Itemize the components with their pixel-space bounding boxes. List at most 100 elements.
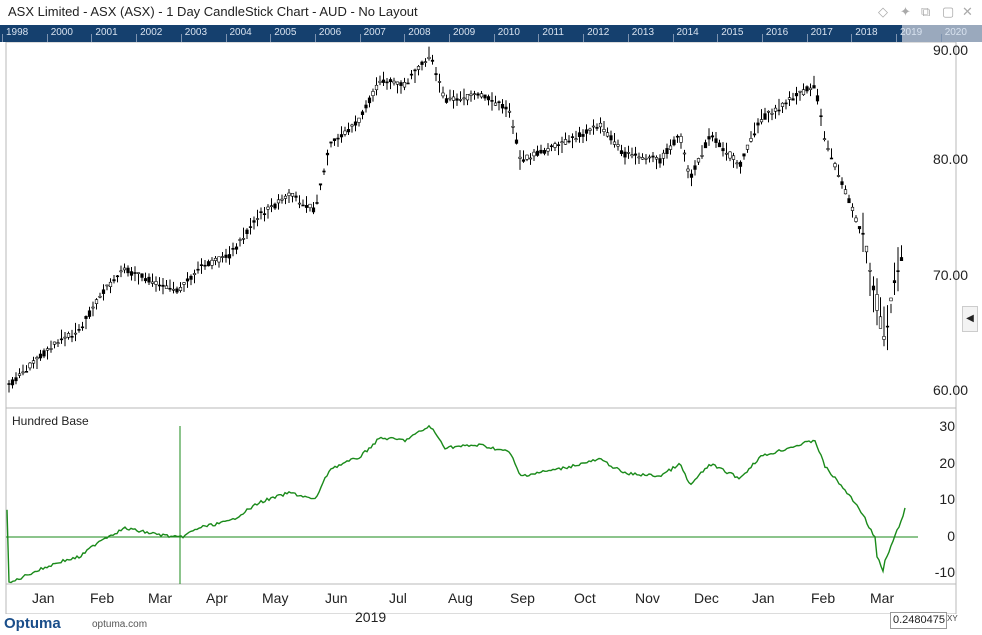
year-strip-label[interactable]: 2010 xyxy=(497,27,520,38)
candle-body xyxy=(10,379,15,386)
year-strip-label[interactable]: 2016 xyxy=(765,27,789,38)
candle-body xyxy=(878,316,883,329)
candle-body xyxy=(31,360,36,364)
pin-icon[interactable]: ✦ xyxy=(900,4,911,19)
optuma-url[interactable]: optuma.com xyxy=(92,619,148,630)
candle-body xyxy=(381,79,386,83)
cursor-value-field[interactable]: 0.2480475 xyxy=(890,612,947,629)
candle-body xyxy=(70,335,74,338)
year-strip-label[interactable]: 2009 xyxy=(453,27,476,38)
indicator-axis-label: 20 xyxy=(939,455,955,471)
candle-body xyxy=(45,348,50,351)
time-axis-frame xyxy=(5,583,957,614)
year-strip-label[interactable]: 2004 xyxy=(229,27,252,38)
year-strip-label[interactable]: 2015 xyxy=(721,27,744,38)
candle-body xyxy=(626,152,631,154)
candle-body xyxy=(791,98,795,101)
year-strip-label[interactable]: 1998 xyxy=(6,27,29,38)
year-strip-label[interactable]: 2003 xyxy=(184,27,208,38)
candle-body xyxy=(434,73,438,76)
candle-body xyxy=(861,232,865,235)
candle-body xyxy=(532,151,536,157)
candle-body xyxy=(437,81,442,83)
candle-body xyxy=(539,149,543,154)
maximize-icon[interactable]: ▢ xyxy=(942,4,955,19)
price-axis-label: 70.00 xyxy=(932,267,968,283)
year-strip-label[interactable]: 2012 xyxy=(587,27,610,38)
candle-body xyxy=(420,61,424,65)
candle-body xyxy=(899,257,904,261)
year-strip-label[interactable]: 2005 xyxy=(274,27,297,38)
candle-body xyxy=(364,104,368,109)
close-icon[interactable]: ✕ xyxy=(962,4,973,19)
candle-body xyxy=(591,125,596,128)
price-axis-label: 90.00 xyxy=(932,42,968,58)
year-navigator-strip[interactable]: 1998 2000 2001 2002 2003 2004 2005 2006 2007 2008… xyxy=(0,25,982,42)
year-strip-label[interactable]: 2002 xyxy=(140,27,163,38)
candle-body xyxy=(311,207,316,213)
candle-body xyxy=(731,155,736,160)
candle-body xyxy=(192,273,197,275)
candle-body xyxy=(360,111,365,115)
year-strip-label[interactable]: 2001 xyxy=(95,27,118,38)
candle-body xyxy=(465,94,470,101)
candle-body xyxy=(472,93,477,95)
candle-body xyxy=(35,357,39,360)
candle-body xyxy=(766,110,771,113)
candle-body xyxy=(836,175,841,177)
year-strip-label[interactable]: 2011 xyxy=(542,27,564,38)
candle-body xyxy=(416,66,421,70)
diamond-icon[interactable]: ◇ xyxy=(878,4,888,19)
candle-body xyxy=(115,275,120,278)
candle-body xyxy=(721,148,725,152)
candle-body xyxy=(126,267,130,274)
restore-icon[interactable]: ⧉ xyxy=(921,4,931,19)
year-strip-label[interactable]: 2017 xyxy=(810,27,833,38)
candle-body xyxy=(476,93,480,96)
candle-body xyxy=(525,154,529,160)
candle-body xyxy=(266,206,270,210)
year-strip-label[interactable]: 2020 xyxy=(944,27,967,38)
candle-body xyxy=(819,115,823,118)
candle-body xyxy=(367,97,372,104)
year-strip-label[interactable]: 2006 xyxy=(318,27,342,38)
candle-body xyxy=(59,338,64,341)
candle-body xyxy=(469,93,473,96)
candle-body xyxy=(847,198,851,204)
year-strip-label[interactable]: 2019 xyxy=(900,27,923,38)
candle-body xyxy=(336,137,340,140)
indicator-label: Hundred Base xyxy=(12,414,89,428)
year-strip-label[interactable]: 2014 xyxy=(676,27,699,38)
candle-body xyxy=(63,336,67,339)
candle-body xyxy=(528,157,533,160)
candle-body xyxy=(868,270,872,272)
year-strip-label[interactable]: 2000 xyxy=(50,27,73,38)
year-strip-label[interactable]: 2008 xyxy=(408,27,431,38)
candle-body xyxy=(399,82,403,86)
xy-toggle-button[interactable]: XY xyxy=(947,614,958,623)
candle-body xyxy=(147,276,151,283)
year-strip-label[interactable]: 2007 xyxy=(363,27,386,38)
candle-body xyxy=(332,138,337,141)
candle-body xyxy=(458,99,463,101)
candle-body xyxy=(357,117,361,123)
candle-body xyxy=(661,152,666,159)
candle-body xyxy=(273,203,277,209)
candle-body xyxy=(689,173,694,178)
candle-body xyxy=(427,56,431,59)
candle-body xyxy=(829,157,834,160)
candle-body xyxy=(199,264,204,266)
candle-body xyxy=(402,82,407,88)
candle-body xyxy=(693,165,697,170)
year-strip-label[interactable]: 2013 xyxy=(631,27,655,38)
year-strip-label[interactable]: 2018 xyxy=(855,27,878,38)
candle-body xyxy=(549,145,554,148)
candle-body xyxy=(637,156,641,159)
chevron-left-icon[interactable]: ◀ xyxy=(962,306,978,332)
candle-body xyxy=(87,310,92,317)
chart-canvas[interactable] xyxy=(0,42,982,614)
candle-body xyxy=(322,170,326,173)
year-selection-highlight[interactable] xyxy=(902,25,982,42)
window-title: ASX Limited - ASX (ASX) - 1 Day CandleSt… xyxy=(8,4,418,19)
candle-body xyxy=(623,151,627,158)
